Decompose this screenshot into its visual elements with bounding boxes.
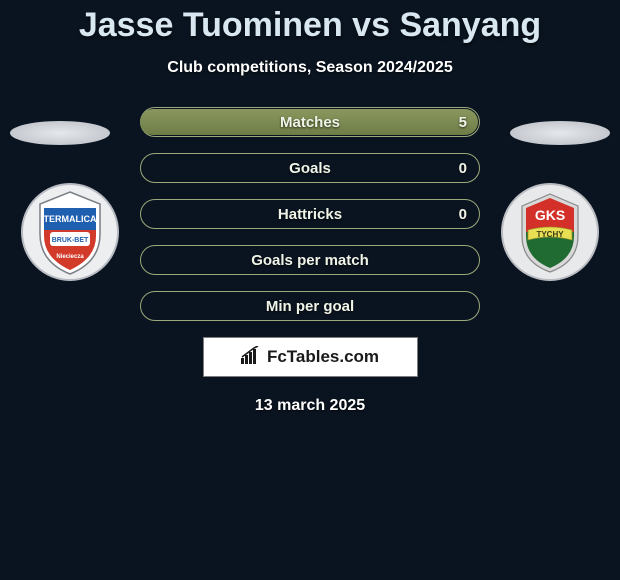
team-right-logo: GKS TYCHY [500, 182, 600, 282]
stat-row-goals-per-match: Goals per match [140, 245, 480, 275]
stat-label: Hattricks [278, 206, 342, 223]
gks-tychy-crest-icon: GKS TYCHY [500, 182, 600, 282]
watermark-badge: FcTables.com [203, 337, 418, 377]
stat-label: Goals per match [251, 252, 369, 269]
player-left-ellipse [10, 121, 110, 145]
stat-label: Min per goal [266, 298, 354, 315]
svg-text:TYCHY: TYCHY [536, 230, 564, 239]
comparison-panel: TERMALICA BRUK-BET Nieciecza GKS TYCHY M… [0, 107, 620, 415]
svg-text:GKS: GKS [535, 207, 565, 223]
chart-icon [241, 346, 261, 369]
page-subtitle: Club competitions, Season 2024/2025 [0, 59, 620, 77]
watermark-text: FcTables.com [267, 347, 379, 367]
stats-list: Matches 5 Goals 0 Hattricks 0 Goals per … [140, 107, 480, 321]
stat-label: Goals [289, 160, 331, 177]
svg-text:BRUK-BET: BRUK-BET [52, 237, 89, 244]
stat-right-value: 5 [459, 114, 467, 131]
svg-text:TERMALICA: TERMALICA [44, 214, 97, 224]
team-left-logo: TERMALICA BRUK-BET Nieciecza [20, 182, 120, 282]
stat-right-value: 0 [459, 160, 467, 177]
stat-label: Matches [280, 114, 340, 131]
stat-row-hattricks: Hattricks 0 [140, 199, 480, 229]
player-right-ellipse [510, 121, 610, 145]
page-title: Jasse Tuominen vs Sanyang [0, 0, 620, 45]
stat-right-value: 0 [459, 206, 467, 223]
termalica-crest-icon: TERMALICA BRUK-BET Nieciecza [20, 182, 120, 282]
svg-text:Nieciecza: Nieciecza [56, 254, 84, 260]
stat-row-goals: Goals 0 [140, 153, 480, 183]
comparison-date: 13 march 2025 [0, 397, 620, 415]
stat-row-matches: Matches 5 [140, 107, 480, 137]
stat-row-min-per-goal: Min per goal [140, 291, 480, 321]
